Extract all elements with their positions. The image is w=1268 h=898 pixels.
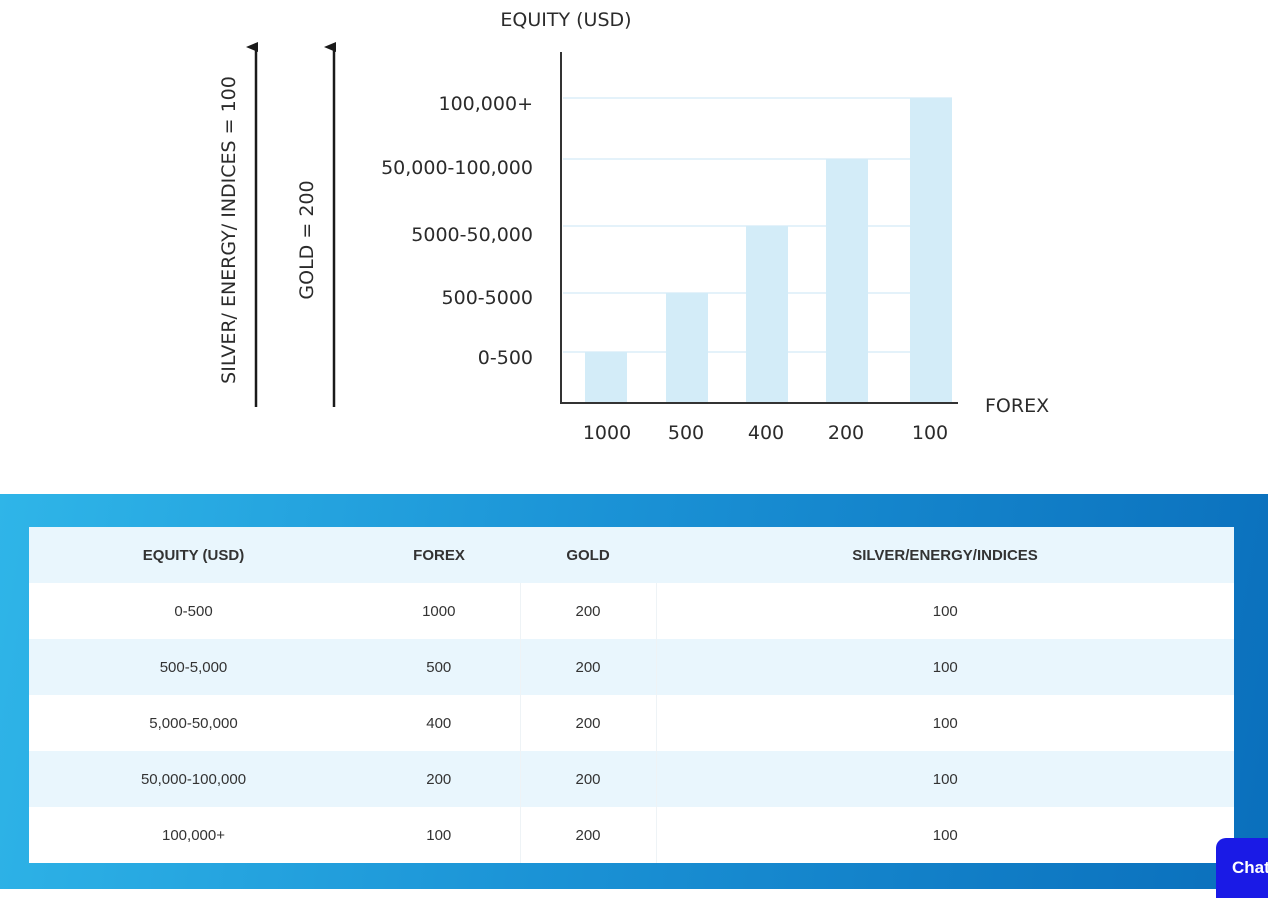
cell-equity: 100,000+ — [29, 807, 358, 863]
table-row: 5,000-50,000 400 200 100 — [29, 695, 1234, 751]
cell-forex: 1000 — [358, 583, 521, 639]
table-row: 500-5,000 500 200 100 — [29, 639, 1234, 695]
chart-title: EQUITY (USD) — [500, 9, 631, 31]
leverage-table-section: EQUITY (USD) FOREX GOLD SILVER/ENERGY/IN… — [0, 494, 1268, 889]
cell-forex: 500 — [358, 639, 521, 695]
bar — [826, 159, 868, 402]
y-tick-label: 5000-50,000 — [411, 224, 533, 246]
y-tick-label: 500-5000 — [442, 287, 533, 309]
cell-forex: 100 — [358, 807, 521, 863]
table-header-row: EQUITY (USD) FOREX GOLD SILVER/ENERGY/IN… — [29, 527, 1234, 583]
x-tick-label: 500 — [668, 422, 704, 444]
cell-equity: 0-500 — [29, 583, 358, 639]
leverage-chart: EQUITY (USD) FOREX 0-500 500-5000 5000-50,… — [218, 9, 1050, 444]
cell-gold: 200 — [520, 751, 657, 807]
cell-equity: 5,000-50,000 — [29, 695, 358, 751]
table-row: 100,000+ 100 200 100 — [29, 807, 1234, 863]
cell-gold: 200 — [520, 583, 657, 639]
cell-equity: 500-5,000 — [29, 639, 358, 695]
table-row: 50,000-100,000 200 200 100 — [29, 751, 1234, 807]
cell-gold: 200 — [520, 639, 657, 695]
x-tick-label: 1000 — [583, 422, 631, 444]
x-axis-label: FOREX — [985, 395, 1049, 417]
header-equity: EQUITY (USD) — [29, 527, 358, 583]
cell-equity: 50,000-100,000 — [29, 751, 358, 807]
gold-label: GOLD = 200 — [296, 180, 318, 299]
silver-energy-indices-label: SILVER/ ENERGY/ INDICES = 100 — [218, 76, 240, 384]
y-tick-label: 100,000+ — [439, 93, 534, 115]
y-tick-label: 0-500 — [478, 347, 533, 369]
leverage-table: EQUITY (USD) FOREX GOLD SILVER/ENERGY/IN… — [29, 527, 1234, 863]
cell-gold: 200 — [520, 807, 657, 863]
cell-forex: 400 — [358, 695, 521, 751]
bar — [585, 352, 627, 402]
y-tick-labels: 0-500 500-5000 5000-50,000 50,000-100,000 10… — [381, 93, 533, 369]
cell-silver-energy-indices: 100 — [656, 583, 1234, 639]
chart-svg: EQUITY (USD) FOREX 0-500 500-5000 5000-50,… — [218, 9, 1049, 444]
chat-button[interactable]: Chat — [1216, 838, 1268, 898]
x-tick-labels: 1000 500 400 200 100 — [583, 422, 948, 444]
y-tick-label: 50,000-100,000 — [381, 157, 533, 179]
table-row: 0-500 1000 200 100 — [29, 583, 1234, 639]
cell-silver-energy-indices: 100 — [656, 639, 1234, 695]
bar — [910, 98, 952, 402]
bar — [666, 293, 708, 402]
cell-silver-energy-indices: 100 — [656, 695, 1234, 751]
bar-layer — [585, 98, 952, 402]
header-forex: FOREX — [358, 527, 520, 583]
header-silver-energy-indices: SILVER/ENERGY/INDICES — [656, 527, 1234, 583]
cell-gold: 200 — [520, 695, 657, 751]
cell-silver-energy-indices: 100 — [656, 807, 1234, 863]
cell-silver-energy-indices: 100 — [656, 751, 1234, 807]
cell-forex: 200 — [358, 751, 521, 807]
x-tick-label: 100 — [912, 422, 948, 444]
bar — [746, 226, 788, 402]
x-tick-label: 400 — [748, 422, 784, 444]
x-tick-label: 200 — [828, 422, 864, 444]
header-gold: GOLD — [520, 527, 656, 583]
